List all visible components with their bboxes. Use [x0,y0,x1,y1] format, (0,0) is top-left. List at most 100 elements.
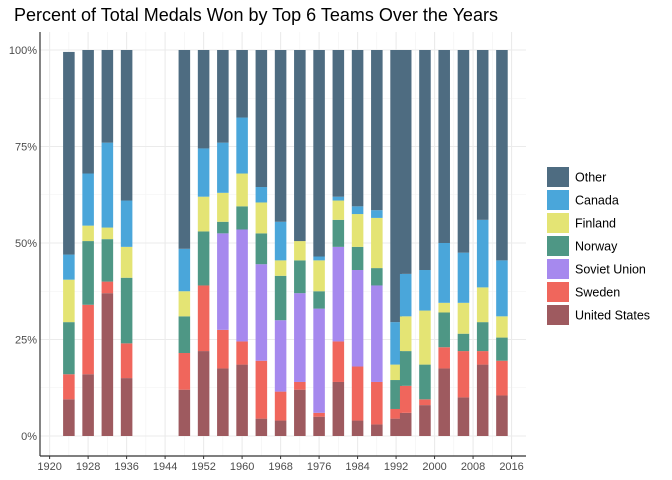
bar-segment-finland-1948 [178,291,191,317]
bar-segment-other-1932 [101,50,114,143]
bar-segment-united-states-1980 [332,381,345,436]
bar-segment-soviet-union-1976 [313,308,325,413]
x-tick-label: 2008 [461,461,485,473]
bar-segment-united-states-1936 [120,378,133,436]
bar-segment-norway-1980 [332,219,345,247]
bar-segment-other-1948 [178,50,191,249]
bar-segment-canada-1964 [255,187,268,203]
bar-segment-norway-2014 [496,337,508,361]
bar-segment-canada-1988 [371,210,383,218]
x-tick-label: 1936 [114,461,138,473]
bar-segment-sweden-1936 [120,343,133,379]
bar-segment-canada-1924 [63,254,75,280]
bar-segment-other-1988 [371,50,383,211]
bar-segment-canada-2006 [457,252,470,303]
legend: Other Canada Finland Norway Soviet Union Swed… [547,167,650,325]
bar-segment-sweden-1960 [236,341,248,365]
x-tick-label: 1976 [307,461,331,473]
y-tick-label: 25% [15,335,37,347]
bar-segment-other-1976 [313,50,325,257]
bar-segment-united-states-1932 [101,293,114,436]
bar-segment-finland-1988 [371,217,383,269]
bar-segment-united-states-1992 [390,418,402,436]
bar-segment-canada-1948 [178,248,191,292]
bar-segment-united-states-2002 [438,368,450,436]
bar-segment-finland-1936 [120,246,133,278]
x-tick-label: 2000 [422,461,446,473]
bar-segment-united-states-1988 [371,424,383,436]
bar-segment-sweden-1998 [419,399,431,406]
bar-segment-sweden-2010 [476,351,489,365]
legend-label-finland: Finland [575,217,616,231]
bar-segment-sweden-1948 [178,353,191,390]
axis-layer: 0% 25% 50% 75% 100% 1920 1928 1936 1944 1952 1960 1… [9,32,526,473]
bar-segment-norway-1932 [101,239,114,282]
bar-segment-soviet-union-1960 [236,229,248,342]
bar-segment-canada-1968 [274,221,287,261]
bar-segment-canada-1928 [82,173,94,226]
bar-segment-canada-2014 [496,260,508,317]
bar-segment-finland-2010 [476,287,489,323]
bar-segment-norway-2010 [476,322,489,352]
bar-segment-sweden-1994 [399,385,412,413]
bar-segment-united-states-1956 [217,368,229,436]
bar-segment-other-1972 [294,50,306,242]
bar-segment-finland-1952 [197,196,210,232]
bar-segment-sweden-1956 [217,329,229,369]
chart-title: Percent of Total Medals Won by Top 6 Tea… [14,5,498,25]
bar-segment-norway-1968 [274,275,287,321]
bar-segment-canada-1932 [101,142,114,228]
bar-segment-finland-1984 [351,214,364,247]
bar-segment-united-states-1994 [399,412,412,436]
bar-segment-finland-1928 [82,225,94,242]
bar-segment-other-1936 [120,50,133,201]
bar-segment-norway-1972 [294,260,306,294]
x-tick-label: 1928 [76,461,100,473]
bar-segment-canada-1976 [313,256,325,261]
bar-segment-norway-1936 [120,277,133,344]
bar-segment-norway-1956 [217,221,229,234]
bar-segment-other-2010 [476,50,489,220]
bar-segment-united-states-2006 [457,397,470,436]
bar-segment-other-1998 [419,50,431,271]
bar-segment-other-1924 [63,51,75,255]
bar-segment-norway-1992 [390,380,402,409]
bar-segment-norway-1928 [82,241,94,305]
x-tick-label: 1968 [268,461,292,473]
y-tick-label: 75% [15,142,37,154]
legend-label-canada: Canada [575,194,619,208]
bar-segment-canada-1956 [217,142,229,193]
bar-segment-sweden-1988 [371,381,383,425]
bar-segment-sweden-1968 [274,391,287,421]
bar-segment-canada-1960 [236,117,248,174]
bar-segment-finland-1924 [63,279,75,323]
bar-segment-norway-1988 [371,268,383,286]
bar-segment-other-1964 [255,50,268,188]
bar-segment-canada-2002 [438,243,450,303]
y-tick-label: 100% [9,45,37,57]
bar-segment-norway-1984 [351,246,364,271]
bar-segment-sweden-2006 [457,351,470,398]
bar-segment-united-states-1924 [63,399,75,436]
x-tick-label: 1984 [345,461,369,473]
legend-label-other: Other [575,171,606,185]
bar-segment-canada-1992 [390,322,402,365]
legend-label-sweden: Sweden [575,286,620,300]
bar-segment-norway-1994 [399,351,412,386]
bar-segment-finland-1992 [390,364,402,381]
bar-segment-other-2006 [457,50,470,253]
legend-label-soviet-union: Soviet Union [575,263,646,277]
bar-segment-sweden-1984 [351,366,364,421]
bar-segment-finland-2002 [438,302,450,313]
legend-key-soviet-union [547,259,569,279]
bar-segment-united-states-1948 [178,389,191,436]
bar-segment-united-states-1952 [197,351,210,436]
bar-segment-united-states-1984 [351,420,364,436]
bar-segment-soviet-union-1968 [274,320,287,392]
bar-segment-united-states-1968 [274,420,287,436]
bar-segment-other-1984 [351,50,364,207]
x-tick-label: 1952 [191,461,215,473]
legend-key-canada [547,190,569,210]
x-tick-label: 2016 [499,461,523,473]
